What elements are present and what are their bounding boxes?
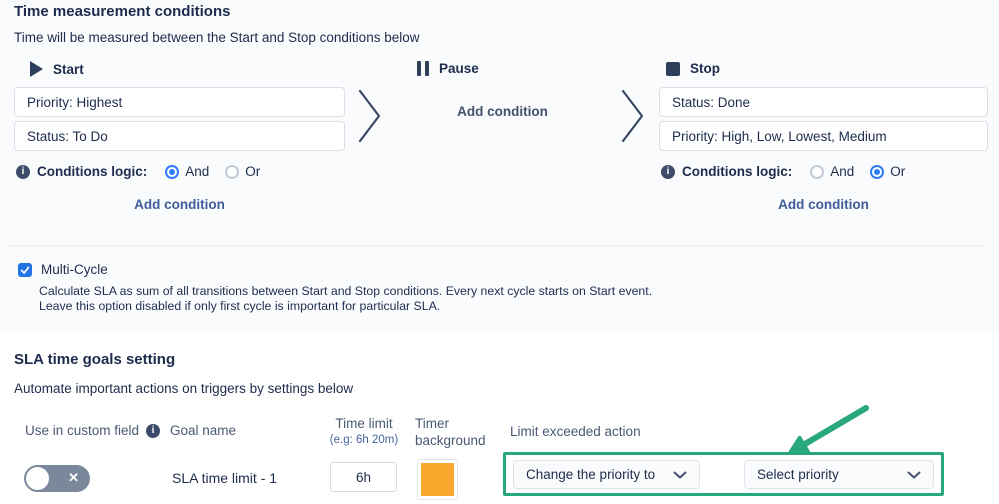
stop-column-header: Stop [666,61,720,76]
time-measurement-title: Time measurement conditions [14,3,231,20]
chevron-down-icon [907,471,921,478]
goal-name-header: Goal name [170,423,237,438]
goal-name-value: SLA time limit - 1 [172,470,278,486]
stop-conditions-logic-row: Conditions logic: And Or [661,163,905,180]
condition-text: Priority: Highest [27,94,123,110]
multi-cycle-description-line1: Calculate SLA as sum of all transitions … [39,284,653,298]
multi-cycle-description-line2: Leave this option disabled if only first… [39,299,441,313]
annotation-arrow [778,402,873,463]
stop-add-condition-link[interactable]: Add condition [778,197,869,212]
selected-priority-value: Select priority [757,467,839,482]
selected-action-value: Change the priority to [526,467,656,482]
start-condition-box-1[interactable]: Priority: Highest [14,87,345,117]
pause-label: Pause [439,61,479,76]
start-condition-box-2[interactable]: Status: To Do [14,121,345,151]
section-divider [8,245,987,246]
stop-logic-or-radio[interactable] [870,164,885,179]
pause-add-condition-link[interactable]: Add condition [457,104,548,119]
stop-icon [666,61,680,76]
and-radio-label[interactable]: And [830,164,855,179]
time-measurement-subtitle: Time will be measured between the Start … [14,30,420,45]
start-column-header: Start [30,61,84,77]
sla-goals-title: SLA time goals setting [14,351,176,368]
condition-text: Status: To Do [27,128,108,144]
stop-condition-box-2[interactable]: Priority: High, Low, Lowest, Medium [659,121,988,151]
sla-goals-subtitle: Automate important actions on triggers b… [14,381,354,396]
play-icon [30,61,43,77]
chevron-right-separator-icon [358,89,381,143]
time-limit-header: Time limit (e.g: 6h 20m) [322,415,406,449]
start-add-condition-link[interactable]: Add condition [134,197,225,212]
header-label: Use in custom field [25,423,140,438]
condition-text: Priority: High, Low, Lowest, Medium [672,128,887,144]
checkmark-icon [20,266,30,274]
start-label: Start [53,61,84,77]
timer-background-header: Timer background [415,416,486,448]
multi-cycle-checkbox[interactable] [18,262,32,277]
and-radio-label[interactable]: And [185,164,210,179]
timer-background-swatch[interactable] [417,459,458,500]
multi-cycle-row: Multi-Cycle [18,262,108,277]
multi-cycle-label[interactable]: Multi-Cycle [41,262,108,277]
or-radio-label[interactable]: Or [245,164,261,179]
pause-column-header: Pause [417,61,479,76]
stop-logic-and-radio[interactable] [810,164,825,179]
start-logic-or-radio[interactable] [225,164,240,179]
start-conditions-logic-row: Conditions logic: And Or [16,163,260,180]
info-icon[interactable] [16,164,30,179]
swatch-color [421,463,454,496]
time-limit-hint: (e.g: 6h 20m) [329,434,399,446]
chevron-down-icon [673,471,687,478]
chevron-right-separator-icon [621,89,644,143]
or-radio-label[interactable]: Or [890,164,906,179]
stop-condition-box-1[interactable]: Status: Done [659,87,988,117]
info-icon[interactable] [146,423,161,438]
conditions-logic-label: Conditions logic: [37,164,148,179]
annotation-highlight-box [503,452,944,496]
select-priority-select[interactable]: Select priority [744,460,934,489]
limit-exceeded-action-select[interactable]: Change the priority to [513,460,700,489]
header-label: Time limit [335,416,393,431]
info-icon[interactable] [661,164,675,179]
limit-exceeded-action-header: Limit exceeded action [510,424,641,439]
toggle-knob [26,467,49,490]
time-limit-input[interactable] [330,462,397,492]
toggle-off-icon: ✕ [68,470,79,485]
condition-text: Status: Done [672,94,751,110]
conditions-logic-label: Conditions logic: [682,164,793,179]
use-in-custom-field-header: Use in custom field [25,423,161,438]
start-logic-and-radio[interactable] [165,164,180,179]
stop-label: Stop [690,61,720,76]
arrow-down-left-icon [788,405,869,455]
use-in-custom-field-toggle[interactable]: ✕ [24,465,90,492]
pause-icon [417,61,429,76]
